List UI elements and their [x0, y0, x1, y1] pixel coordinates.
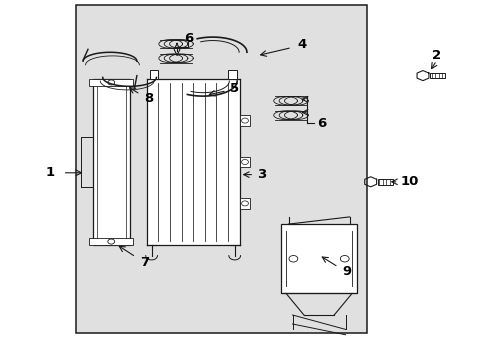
Text: 4: 4: [297, 39, 306, 51]
Text: 9: 9: [342, 265, 351, 278]
Bar: [239, 157, 250, 167]
Bar: [429, 73, 445, 78]
Text: 8: 8: [144, 93, 153, 105]
FancyBboxPatch shape: [149, 70, 158, 79]
Bar: [89, 238, 133, 245]
Text: 2: 2: [431, 49, 440, 62]
Bar: [76, 5, 366, 333]
Text: 1: 1: [46, 166, 55, 179]
FancyBboxPatch shape: [227, 70, 236, 79]
Bar: [146, 79, 239, 245]
Text: 6: 6: [183, 32, 192, 45]
Bar: [281, 224, 356, 293]
Text: 5: 5: [230, 82, 239, 95]
Text: 3: 3: [257, 168, 265, 181]
Bar: [239, 198, 250, 209]
Bar: [89, 79, 133, 86]
Bar: [239, 115, 250, 126]
Text: 7: 7: [140, 256, 149, 269]
Bar: [93, 79, 129, 245]
Text: 6: 6: [317, 117, 325, 130]
Text: 10: 10: [400, 175, 418, 188]
Bar: [377, 179, 392, 185]
